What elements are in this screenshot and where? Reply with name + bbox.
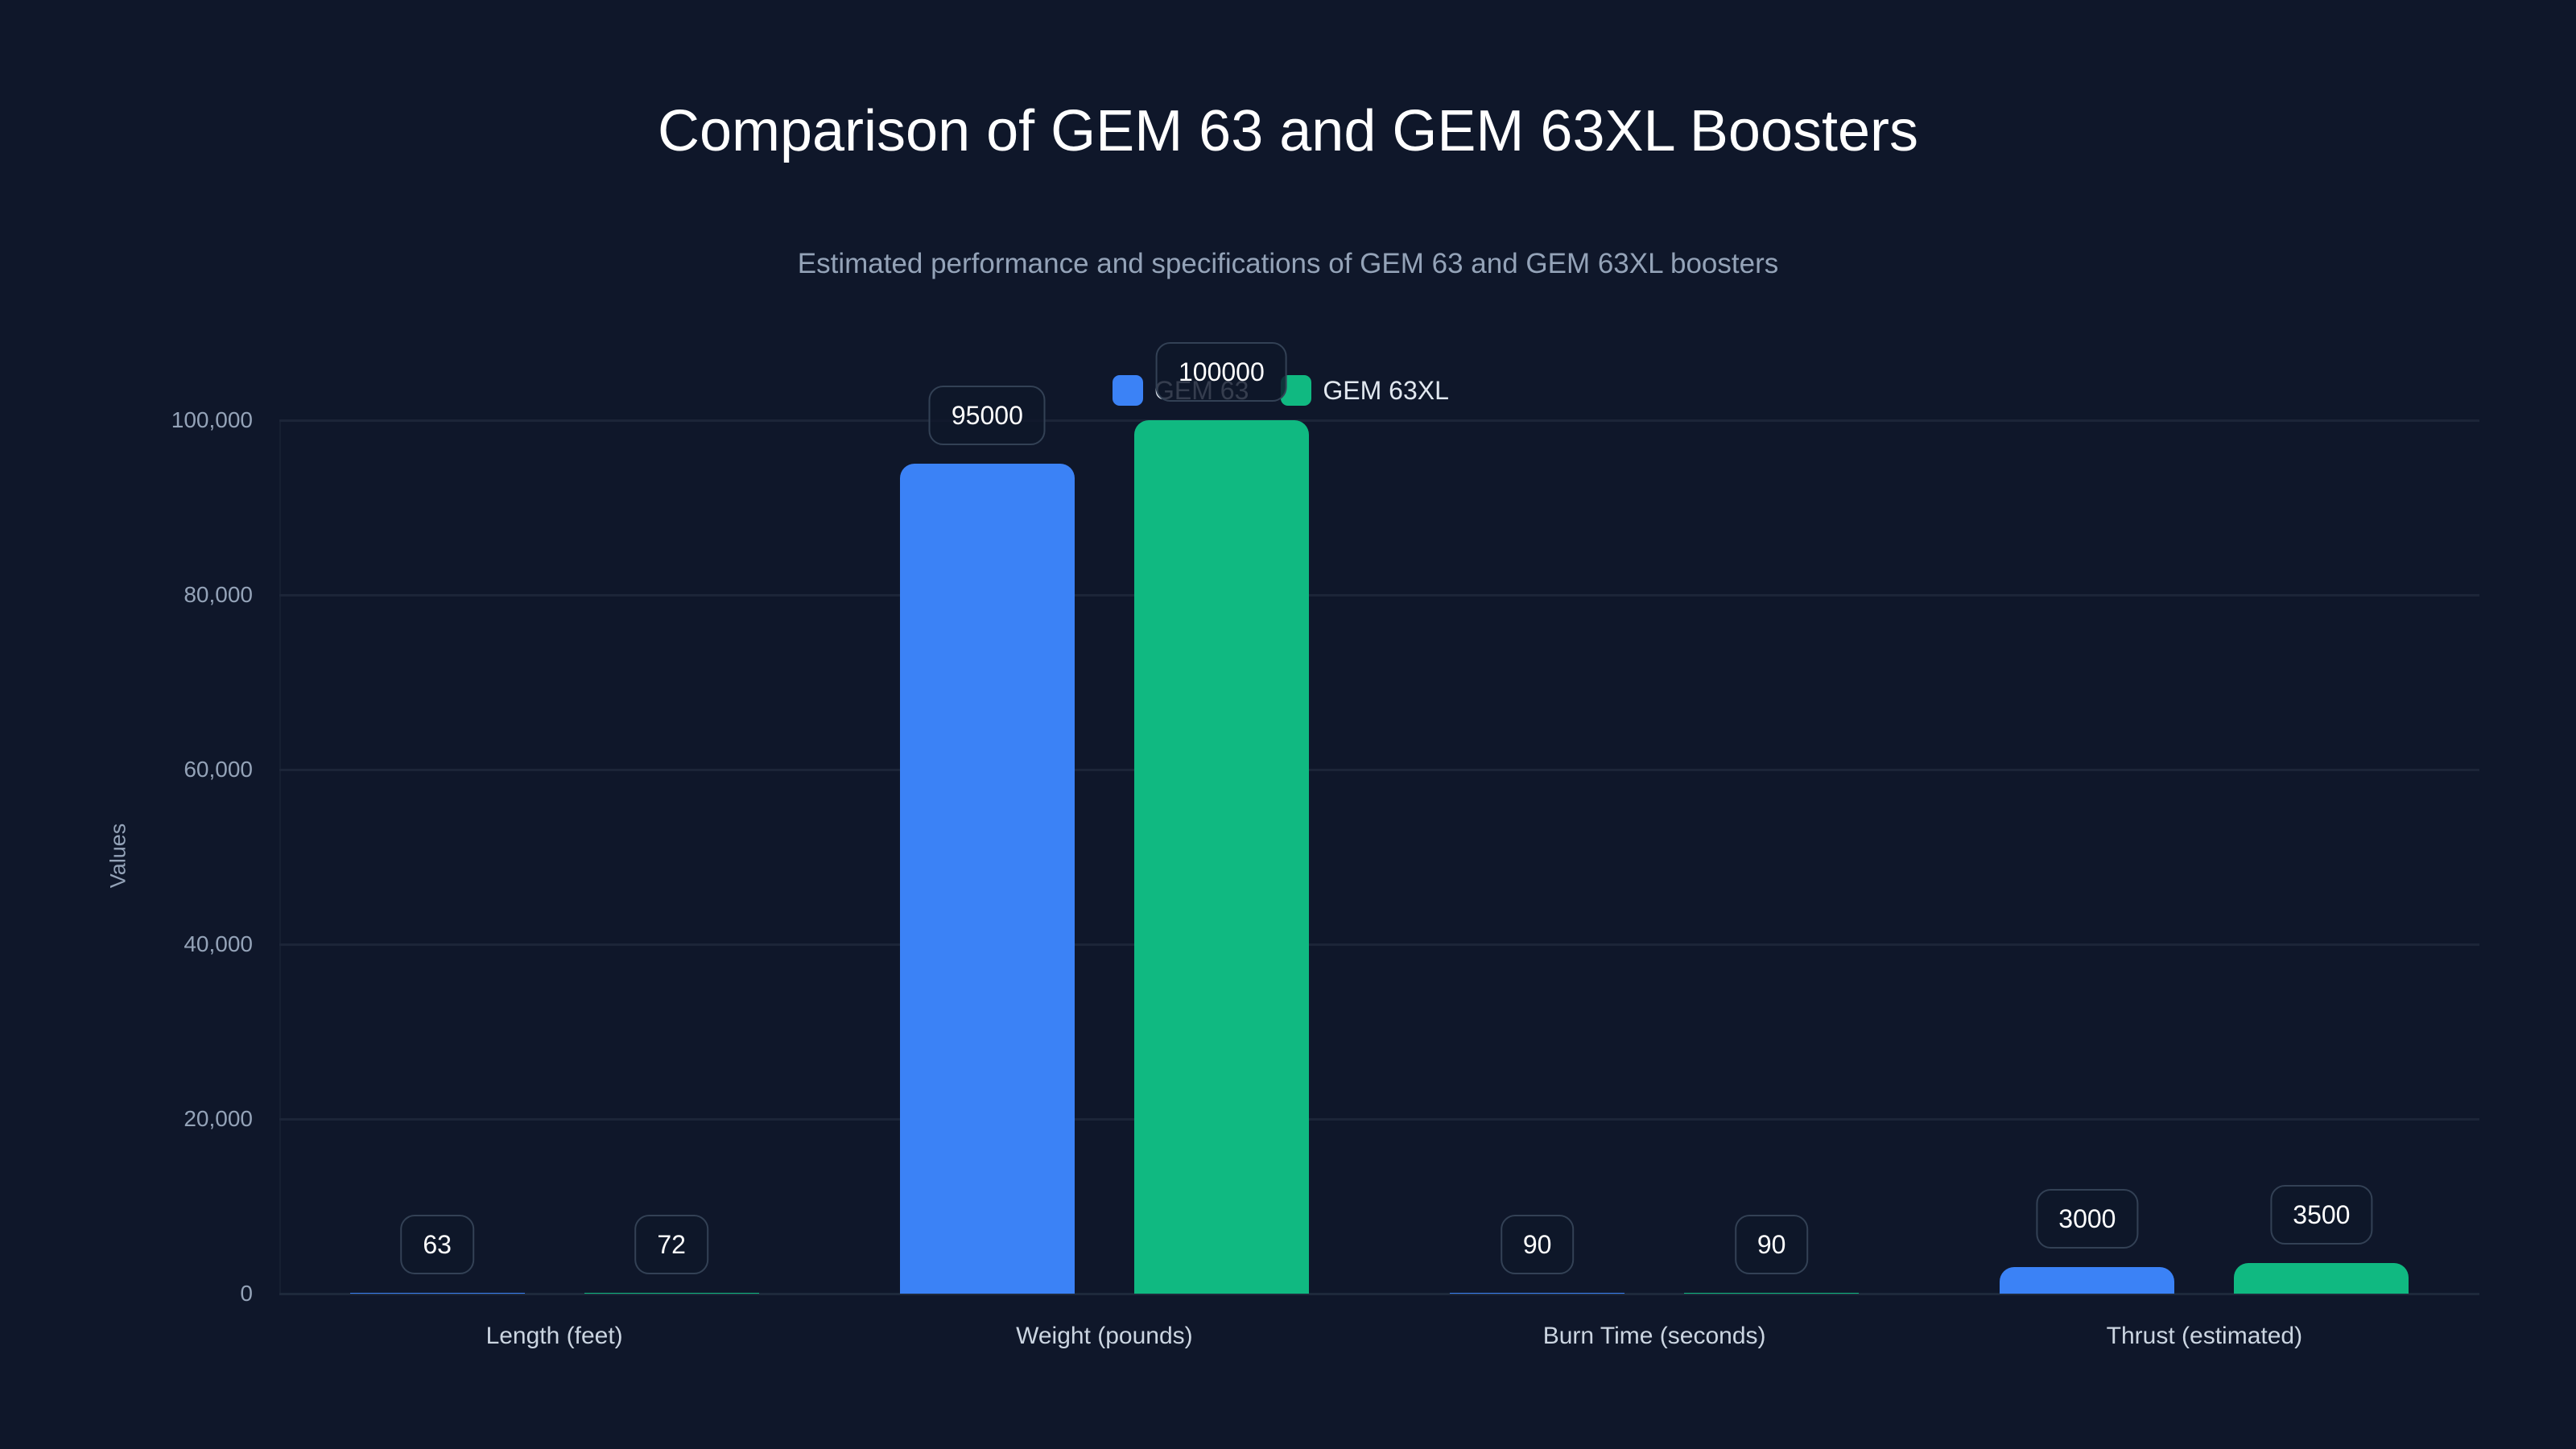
value-label: 100000	[1155, 342, 1287, 402]
y-tick-label: 80,000	[184, 582, 253, 607]
y-tick-label: 0	[240, 1281, 253, 1306]
gridline	[279, 1118, 2479, 1121]
bar-gem63[interactable]	[1450, 1293, 1625, 1294]
bar-gem63[interactable]	[899, 464, 1075, 1294]
x-category-label: Weight (pounds)	[1016, 1323, 1193, 1349]
bar-gem63[interactable]	[349, 1293, 525, 1294]
bar-gem63xl[interactable]	[2234, 1263, 2409, 1294]
value-label: 72	[634, 1215, 708, 1275]
x-category-label: Burn Time (seconds)	[1542, 1323, 1766, 1349]
bar-gem63xl[interactable]	[1133, 420, 1309, 1294]
plot-area	[279, 419, 2479, 1295]
chart-subtitle: Estimated performance and specifications…	[797, 248, 1779, 279]
value-label: 3000	[2036, 1189, 2139, 1249]
bar-gem63[interactable]	[2000, 1267, 2175, 1294]
gridline	[279, 1293, 2479, 1295]
gridline	[279, 419, 2479, 422]
legend-label: GEM 63XL	[1323, 376, 1449, 405]
bar-gem63xl[interactable]	[1684, 1293, 1860, 1294]
x-category-label: Length (feet)	[485, 1323, 623, 1349]
gridline	[279, 943, 2479, 946]
gridline	[279, 769, 2479, 771]
value-label: 90	[1734, 1215, 1809, 1275]
legend-item-gem63xl[interactable]: GEM 63XL	[1281, 374, 1449, 407]
y-tick-label: 40,000	[184, 931, 253, 956]
y-axis-line	[279, 420, 281, 1294]
value-label: 63	[400, 1215, 474, 1275]
y-tick-label: 100,000	[171, 407, 253, 432]
y-tick-label: 60,000	[184, 757, 253, 782]
y-axis-label: Values	[105, 823, 130, 889]
value-label: 95000	[928, 386, 1046, 446]
gridline	[279, 594, 2479, 597]
x-category-label: Thrust (estimated)	[2106, 1323, 2303, 1349]
chart-title: Comparison of GEM 63 and GEM 63XL Booste…	[657, 99, 1919, 163]
value-label: 90	[1500, 1215, 1575, 1275]
y-tick-label: 20,000	[184, 1106, 253, 1131]
value-label: 3500	[2270, 1185, 2373, 1245]
legend-swatch-gem63	[1113, 375, 1143, 406]
bar-gem63xl[interactable]	[584, 1293, 759, 1294]
